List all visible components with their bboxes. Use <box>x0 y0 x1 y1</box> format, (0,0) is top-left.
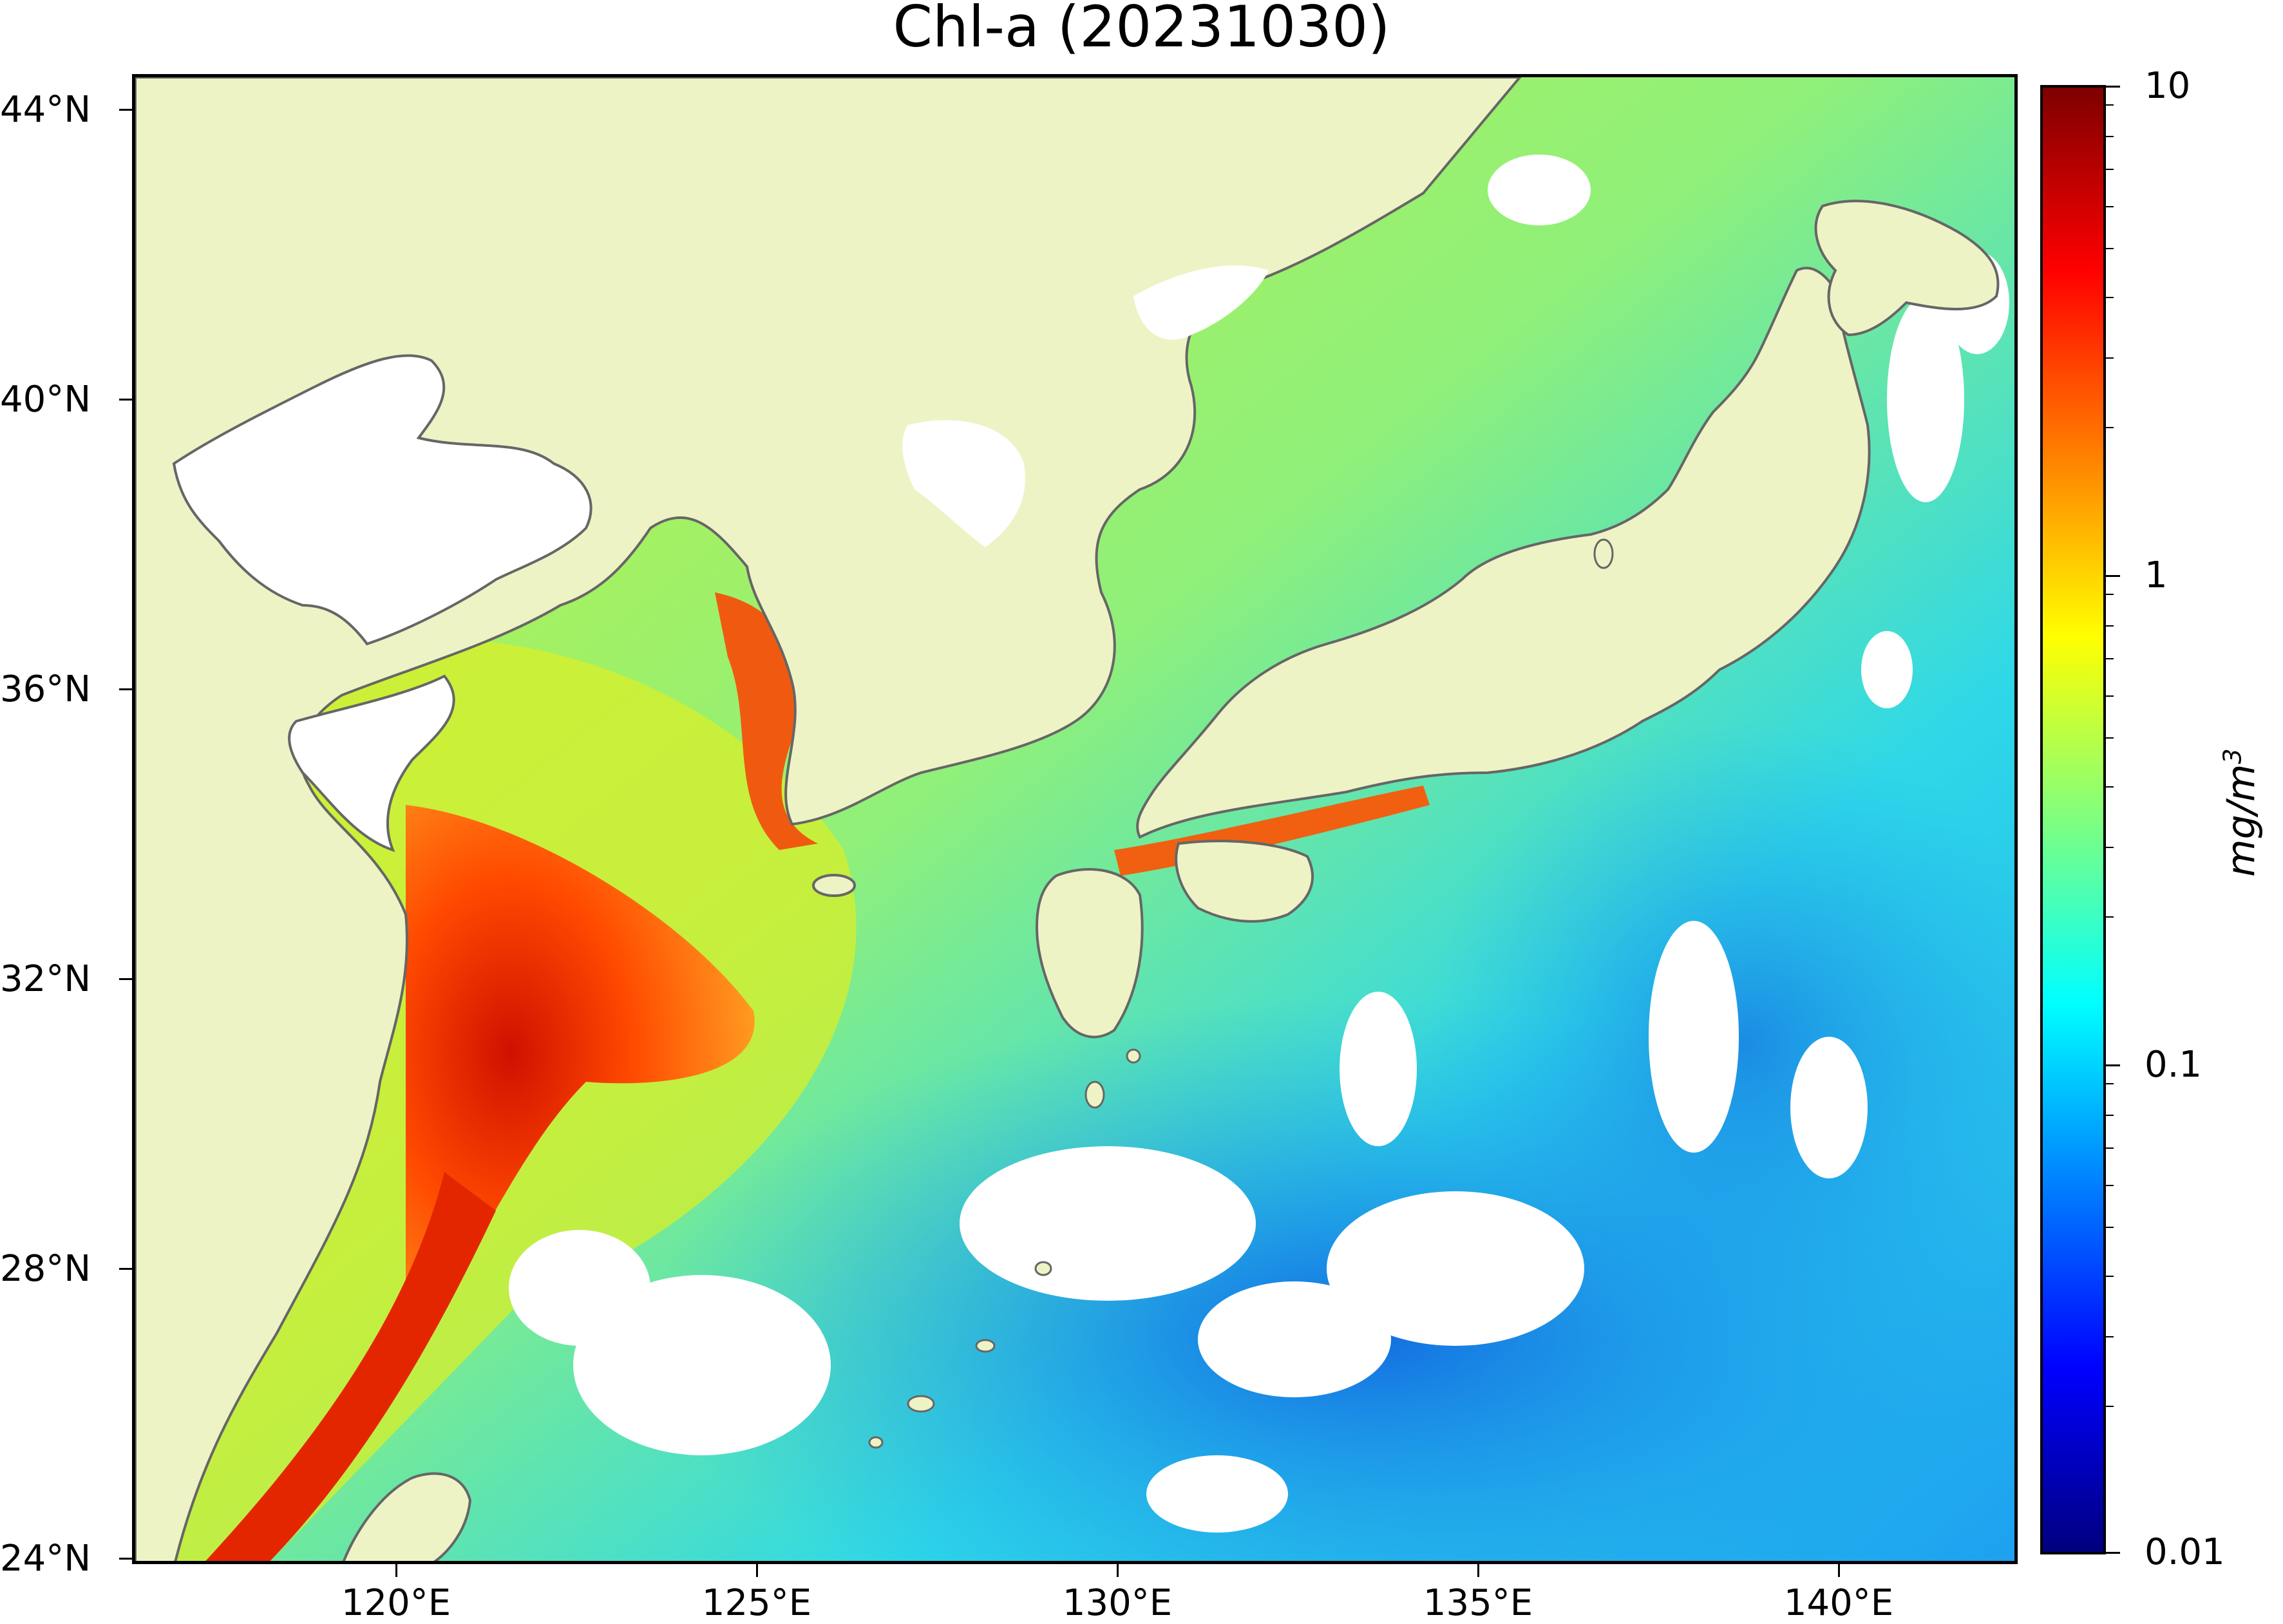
ytick-label-40n: 40°N <box>0 379 91 420</box>
colorbar-tick-0.01 <box>2106 1552 2120 1554</box>
yellow-sea-north-no-data <box>288 674 455 853</box>
ytick-label-28n: 28°N <box>0 1248 91 1290</box>
colorbar-minor-tick <box>2106 847 2114 848</box>
xtick-mark-125 <box>756 1564 758 1577</box>
ytick-label-32n: 32°N <box>0 958 91 1000</box>
ytick-label-36n: 36°N <box>0 668 91 710</box>
yangtze-plume <box>406 805 755 1301</box>
no-data-areas <box>509 155 2009 1533</box>
colorbar-minor-tick <box>2106 916 2114 918</box>
colorbar-minor-tick <box>2106 1406 2114 1407</box>
xtick-mark-140 <box>1838 1564 1840 1577</box>
xtick-label-130e: 130°E <box>1062 1582 1173 1624</box>
colorbar-minor-tick <box>2106 104 2114 106</box>
colorbar-minor-tick <box>2106 786 2114 788</box>
colorbar-tick-1 <box>2106 575 2120 577</box>
colorbar-unit-label: mg/m3 <box>2219 748 2264 876</box>
land-taiwan <box>342 1472 472 1561</box>
land-ryukyu-islands <box>868 1048 1141 1449</box>
xtick-label-135e: 135°E <box>1423 1582 1533 1624</box>
land-hokkaido <box>1814 200 2000 337</box>
colorbar-minor-tick <box>2106 1147 2114 1149</box>
coastal-high-chl <box>205 1172 496 1561</box>
unit-sup: 3 <box>2218 748 2247 764</box>
colorbar-minor-tick <box>2106 248 2114 249</box>
colorbar-minor-tick <box>2106 297 2114 298</box>
colorbar-minor-tick <box>2106 625 2114 627</box>
xtick-label-125e: 125°E <box>701 1582 812 1624</box>
colorbar-minor-tick <box>2106 1115 2114 1116</box>
chlorophyll-map <box>135 77 2014 1561</box>
map-panel[interactable] <box>132 74 2018 1564</box>
ytick-mark-36 <box>119 688 132 690</box>
xtick-mark-130 <box>1117 1564 1119 1577</box>
colorbar-minor-tick <box>2106 1227 2114 1228</box>
colorbar-minor-tick <box>2106 1185 2114 1186</box>
land-honshu <box>1136 267 1871 839</box>
colorbar-label-0.01: 0.01 <box>2145 1531 2225 1573</box>
colorbar-minor-tick <box>2106 206 2114 207</box>
xtick-mark-135 <box>1477 1564 1479 1577</box>
colorbar-label-0.1: 0.1 <box>2145 1044 2202 1086</box>
colorbar-minor-tick <box>2106 357 2114 359</box>
ytick-mark-32 <box>119 978 132 980</box>
unit-main: mg/m <box>2219 764 2264 877</box>
colorbar-label-10: 10 <box>2145 65 2191 107</box>
ytick-mark-44 <box>119 109 132 111</box>
land-shikoku <box>1175 840 1314 923</box>
land-sado <box>1593 538 1614 569</box>
xtick-label-120e: 120°E <box>341 1582 451 1624</box>
colorbar-minor-tick <box>2106 594 2114 595</box>
north-korea-coast-no-data <box>1133 265 1269 340</box>
east-korea-bay-no-data <box>902 420 1025 547</box>
ytick-mark-24 <box>119 1558 132 1560</box>
ytick-mark-28 <box>119 1268 132 1270</box>
colorbar-tick-0.1 <box>2106 1064 2120 1066</box>
colorbar-minor-tick <box>2106 169 2114 170</box>
colorbar-minor-tick <box>2106 136 2114 137</box>
land-kyushu <box>1035 868 1144 1039</box>
colorbar-minor-tick <box>2106 737 2114 739</box>
xtick-label-140e: 140°E <box>1783 1582 1894 1624</box>
land-jeju <box>812 874 856 897</box>
colorbar-minor-tick <box>2106 695 2114 697</box>
bohai-no-data <box>172 354 592 646</box>
colorbar <box>2040 85 2106 1554</box>
colorbar-minor-tick <box>2106 658 2114 659</box>
xtick-mark-120 <box>395 1564 397 1577</box>
ytick-label-24n: 24°N <box>0 1538 91 1580</box>
colorbar-label-1: 1 <box>2145 554 2168 596</box>
colorbar-tick-10 <box>2106 86 2120 88</box>
colorbar-minor-tick <box>2106 427 2114 428</box>
colorbar-minor-tick <box>2106 1276 2114 1277</box>
colorbar-minor-tick <box>2106 1336 2114 1337</box>
ytick-label-44n: 44°N <box>0 89 91 131</box>
colorbar-minor-tick <box>2106 1083 2114 1084</box>
map-title: Chl-a (20231030) <box>893 0 1390 60</box>
ytick-mark-40 <box>119 399 132 401</box>
